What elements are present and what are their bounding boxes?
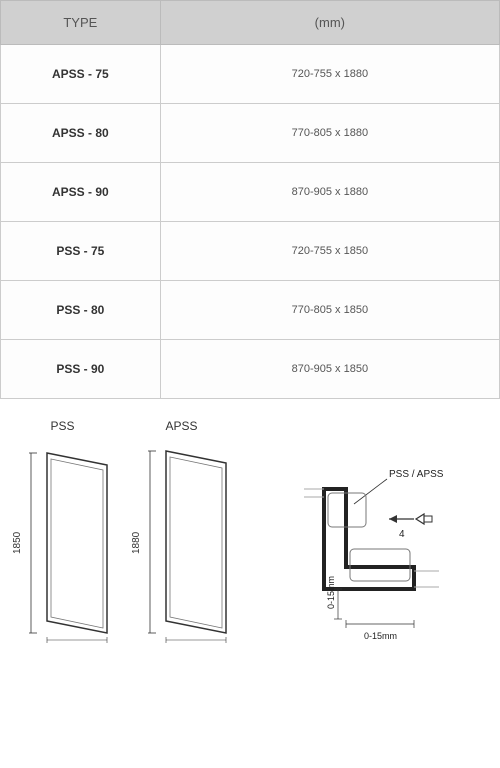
header-dim: (mm) <box>160 1 499 45</box>
profile-detail-icon: PSS / APSS 4 0-15mm <box>294 459 444 649</box>
apss-panel-block: APSS 1880 <box>127 419 236 643</box>
pss-label: PSS <box>50 419 74 433</box>
cell-dim: 870-905 x 1850 <box>160 340 499 399</box>
spec-table-container: TYPE (mm) APSS - 75 720-755 x 1880 APSS … <box>0 0 500 399</box>
gap-h-dim: 0-15mm <box>364 631 397 641</box>
apss-label: APSS <box>165 419 197 433</box>
apss-panel-icon <box>146 443 236 643</box>
pss-height-dim: 1850 <box>8 453 27 633</box>
cell-dim: 720-755 x 1850 <box>160 222 499 281</box>
gap-v-dim: 0-15mm <box>326 576 336 609</box>
cell-type: APSS - 80 <box>1 104 161 163</box>
cell-type: APSS - 90 <box>1 163 161 222</box>
cell-dim: 770-805 x 1850 <box>160 281 499 340</box>
spec-table: TYPE (mm) APSS - 75 720-755 x 1880 APSS … <box>0 0 500 399</box>
pss-panel-block: PSS 1850 <box>8 419 117 643</box>
table-row: PSS - 90 870-905 x 1850 <box>1 340 500 399</box>
detail-block: PSS / APSS 4 0-15mm <box>246 419 492 649</box>
cell-dim: 720-755 x 1880 <box>160 45 499 104</box>
detail-label-text: PSS / APSS <box>389 469 444 480</box>
screw-dim: 4 <box>399 529 405 540</box>
table-row: APSS - 80 770-805 x 1880 <box>1 104 500 163</box>
table-row: APSS - 75 720-755 x 1880 <box>1 45 500 104</box>
table-row: APSS - 90 870-905 x 1880 <box>1 163 500 222</box>
apss-height-dim: 1880 <box>127 453 146 633</box>
cell-type: PSS - 80 <box>1 281 161 340</box>
diagram-row: PSS 1850 APSS 1880 <box>0 399 500 649</box>
cell-dim: 770-805 x 1880 <box>160 104 499 163</box>
cell-type: APSS - 75 <box>1 45 161 104</box>
pss-panel-icon <box>27 443 117 643</box>
cell-type: PSS - 75 <box>1 222 161 281</box>
cell-dim: 870-905 x 1880 <box>160 163 499 222</box>
header-type: TYPE <box>1 1 161 45</box>
table-row: PSS - 80 770-805 x 1850 <box>1 281 500 340</box>
cell-type: PSS - 90 <box>1 340 161 399</box>
table-row: PSS - 75 720-755 x 1850 <box>1 222 500 281</box>
